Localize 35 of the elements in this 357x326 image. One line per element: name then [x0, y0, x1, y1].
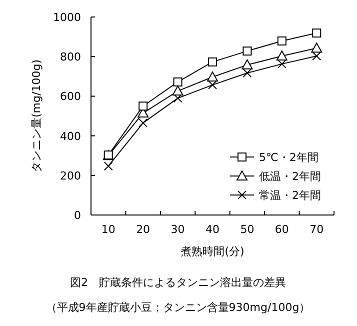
- point: [311, 42, 322, 53]
- y-tick-label: 400: [60, 130, 81, 143]
- point: [276, 50, 288, 61]
- y-tick-label: 1000: [53, 11, 81, 24]
- x-tick-label: 60: [274, 223, 289, 236]
- x-axis-title: 煮熟時間(分): [180, 245, 244, 258]
- point: [277, 36, 286, 46]
- point: [172, 86, 184, 96]
- point: [312, 28, 322, 38]
- point: [173, 77, 182, 86]
- y-tick-label: 0: [74, 209, 81, 222]
- text: 図2 貯蔵条件によるタンニン溶出量の差異: [70, 276, 286, 289]
- x-tick-label: 40: [206, 223, 220, 236]
- point: [242, 59, 253, 70]
- x-tick-label: 10: [101, 223, 116, 236]
- point: [207, 71, 218, 82]
- point: [208, 57, 217, 66]
- text: （平成9年産貯蔵小豆；タンニン含量930mg/100g）: [46, 301, 310, 314]
- point: [312, 52, 322, 61]
- point: [242, 68, 252, 78]
- legend-label: 5℃・2年間: [259, 151, 318, 164]
- y-axis-title: タンニン量(mg/100g): [30, 60, 43, 172]
- y-tick-label: 800: [60, 50, 81, 64]
- legend-label: 低温・2年間: [259, 170, 321, 183]
- point: [138, 102, 148, 111]
- y-tick-label: 600: [60, 90, 81, 104]
- x-tick-label: 20: [136, 223, 150, 236]
- point: [138, 118, 148, 128]
- x-tick-label: 30: [170, 223, 185, 236]
- point: [242, 46, 252, 56]
- point: [104, 162, 113, 171]
- legend-label: 常温・2年間: [259, 189, 321, 202]
- x-tick-label: 50: [240, 223, 254, 236]
- y-tick-label: 200: [60, 169, 81, 182]
- x-tick-label: 70: [310, 223, 324, 236]
